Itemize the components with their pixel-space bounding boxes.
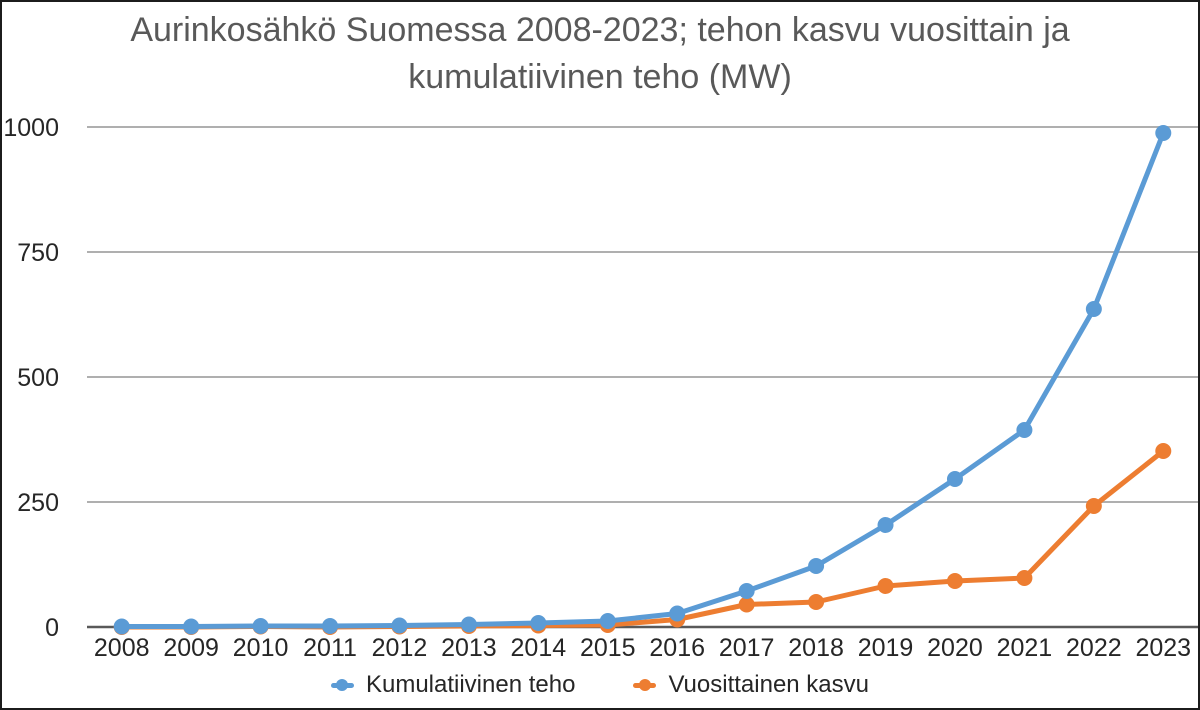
data-point-series-0 bbox=[391, 617, 408, 634]
data-point-series-0 bbox=[1155, 125, 1172, 141]
legend-item-annual-growth: Vuosittainen kasvu bbox=[633, 671, 869, 699]
x-tick-label: 2009 bbox=[163, 634, 219, 662]
y-tick-label: 250 bbox=[17, 489, 59, 517]
x-tick-label: 2019 bbox=[858, 634, 914, 662]
y-tick-label: 750 bbox=[17, 239, 59, 267]
x-tick-label: 2013 bbox=[441, 634, 497, 662]
data-point-series-1 bbox=[1016, 570, 1033, 586]
chart-title-line-2: kumulatiivinen teho (MW) bbox=[408, 58, 792, 96]
data-point-series-0 bbox=[1085, 301, 1102, 317]
data-point-series-0 bbox=[946, 471, 963, 487]
x-tick-label: 2011 bbox=[303, 634, 357, 662]
y-tick-label: 1000 bbox=[3, 114, 59, 142]
x-tick-label: 2023 bbox=[1135, 634, 1191, 662]
series-line-1 bbox=[119, 448, 1166, 630]
x-tick-label: 2015 bbox=[580, 634, 636, 662]
data-point-series-0 bbox=[113, 618, 130, 635]
data-point-series-0 bbox=[599, 613, 616, 629]
data-point-series-0 bbox=[669, 605, 686, 622]
data-point-series-0 bbox=[530, 615, 547, 631]
data-point-series-1 bbox=[808, 594, 825, 610]
series-line-0 bbox=[119, 130, 1166, 629]
x-tick-label: 2018 bbox=[788, 634, 844, 662]
x-tick-label: 2008 bbox=[94, 634, 150, 662]
data-point-series-0 bbox=[738, 583, 755, 599]
data-point-series-1 bbox=[1085, 498, 1102, 514]
data-point-series-1 bbox=[738, 596, 755, 613]
y-tick-label: 0 bbox=[45, 614, 59, 642]
x-tick-label: 2016 bbox=[649, 634, 705, 662]
x-tick-label: 2012 bbox=[372, 634, 428, 662]
data-point-series-0 bbox=[808, 558, 825, 574]
data-point-series-1 bbox=[877, 578, 894, 594]
data-point-series-0 bbox=[877, 517, 894, 533]
chart-title-line-1: Aurinkosähkö Suomessa 2008-2023; tehon k… bbox=[130, 11, 1070, 49]
data-point-series-1 bbox=[1155, 443, 1172, 459]
legend: Kumulatiivinen teho Vuosittainen kasvu bbox=[2, 671, 1198, 699]
data-point-series-0 bbox=[183, 618, 200, 635]
legend-marker-annual-growth-icon bbox=[633, 679, 657, 692]
data-point-series-0 bbox=[322, 618, 339, 634]
data-point-series-1 bbox=[946, 573, 963, 589]
x-tick-label: 2022 bbox=[1066, 634, 1122, 662]
legend-label-cumulative: Kumulatiivinen teho bbox=[365, 671, 576, 698]
chart-title: Aurinkosähkö Suomessa 2008-2023; tehon k… bbox=[2, 7, 1198, 101]
data-point-series-0 bbox=[460, 616, 477, 633]
data-point-series-0 bbox=[252, 618, 269, 634]
data-point-series-0 bbox=[1016, 422, 1033, 438]
x-tick-label: 2021 bbox=[997, 634, 1053, 662]
x-tick-label: 2010 bbox=[233, 634, 289, 662]
legend-marker-cumulative-icon bbox=[330, 679, 354, 692]
x-tick-label: 2014 bbox=[511, 634, 567, 662]
x-tick-label: 2017 bbox=[719, 634, 775, 662]
x-tick-label: 2020 bbox=[927, 634, 983, 662]
legend-label-annual-growth: Vuosittainen kasvu bbox=[668, 671, 870, 698]
legend-item-cumulative: Kumulatiivinen teho bbox=[330, 671, 576, 699]
y-tick-label: 500 bbox=[17, 364, 59, 392]
